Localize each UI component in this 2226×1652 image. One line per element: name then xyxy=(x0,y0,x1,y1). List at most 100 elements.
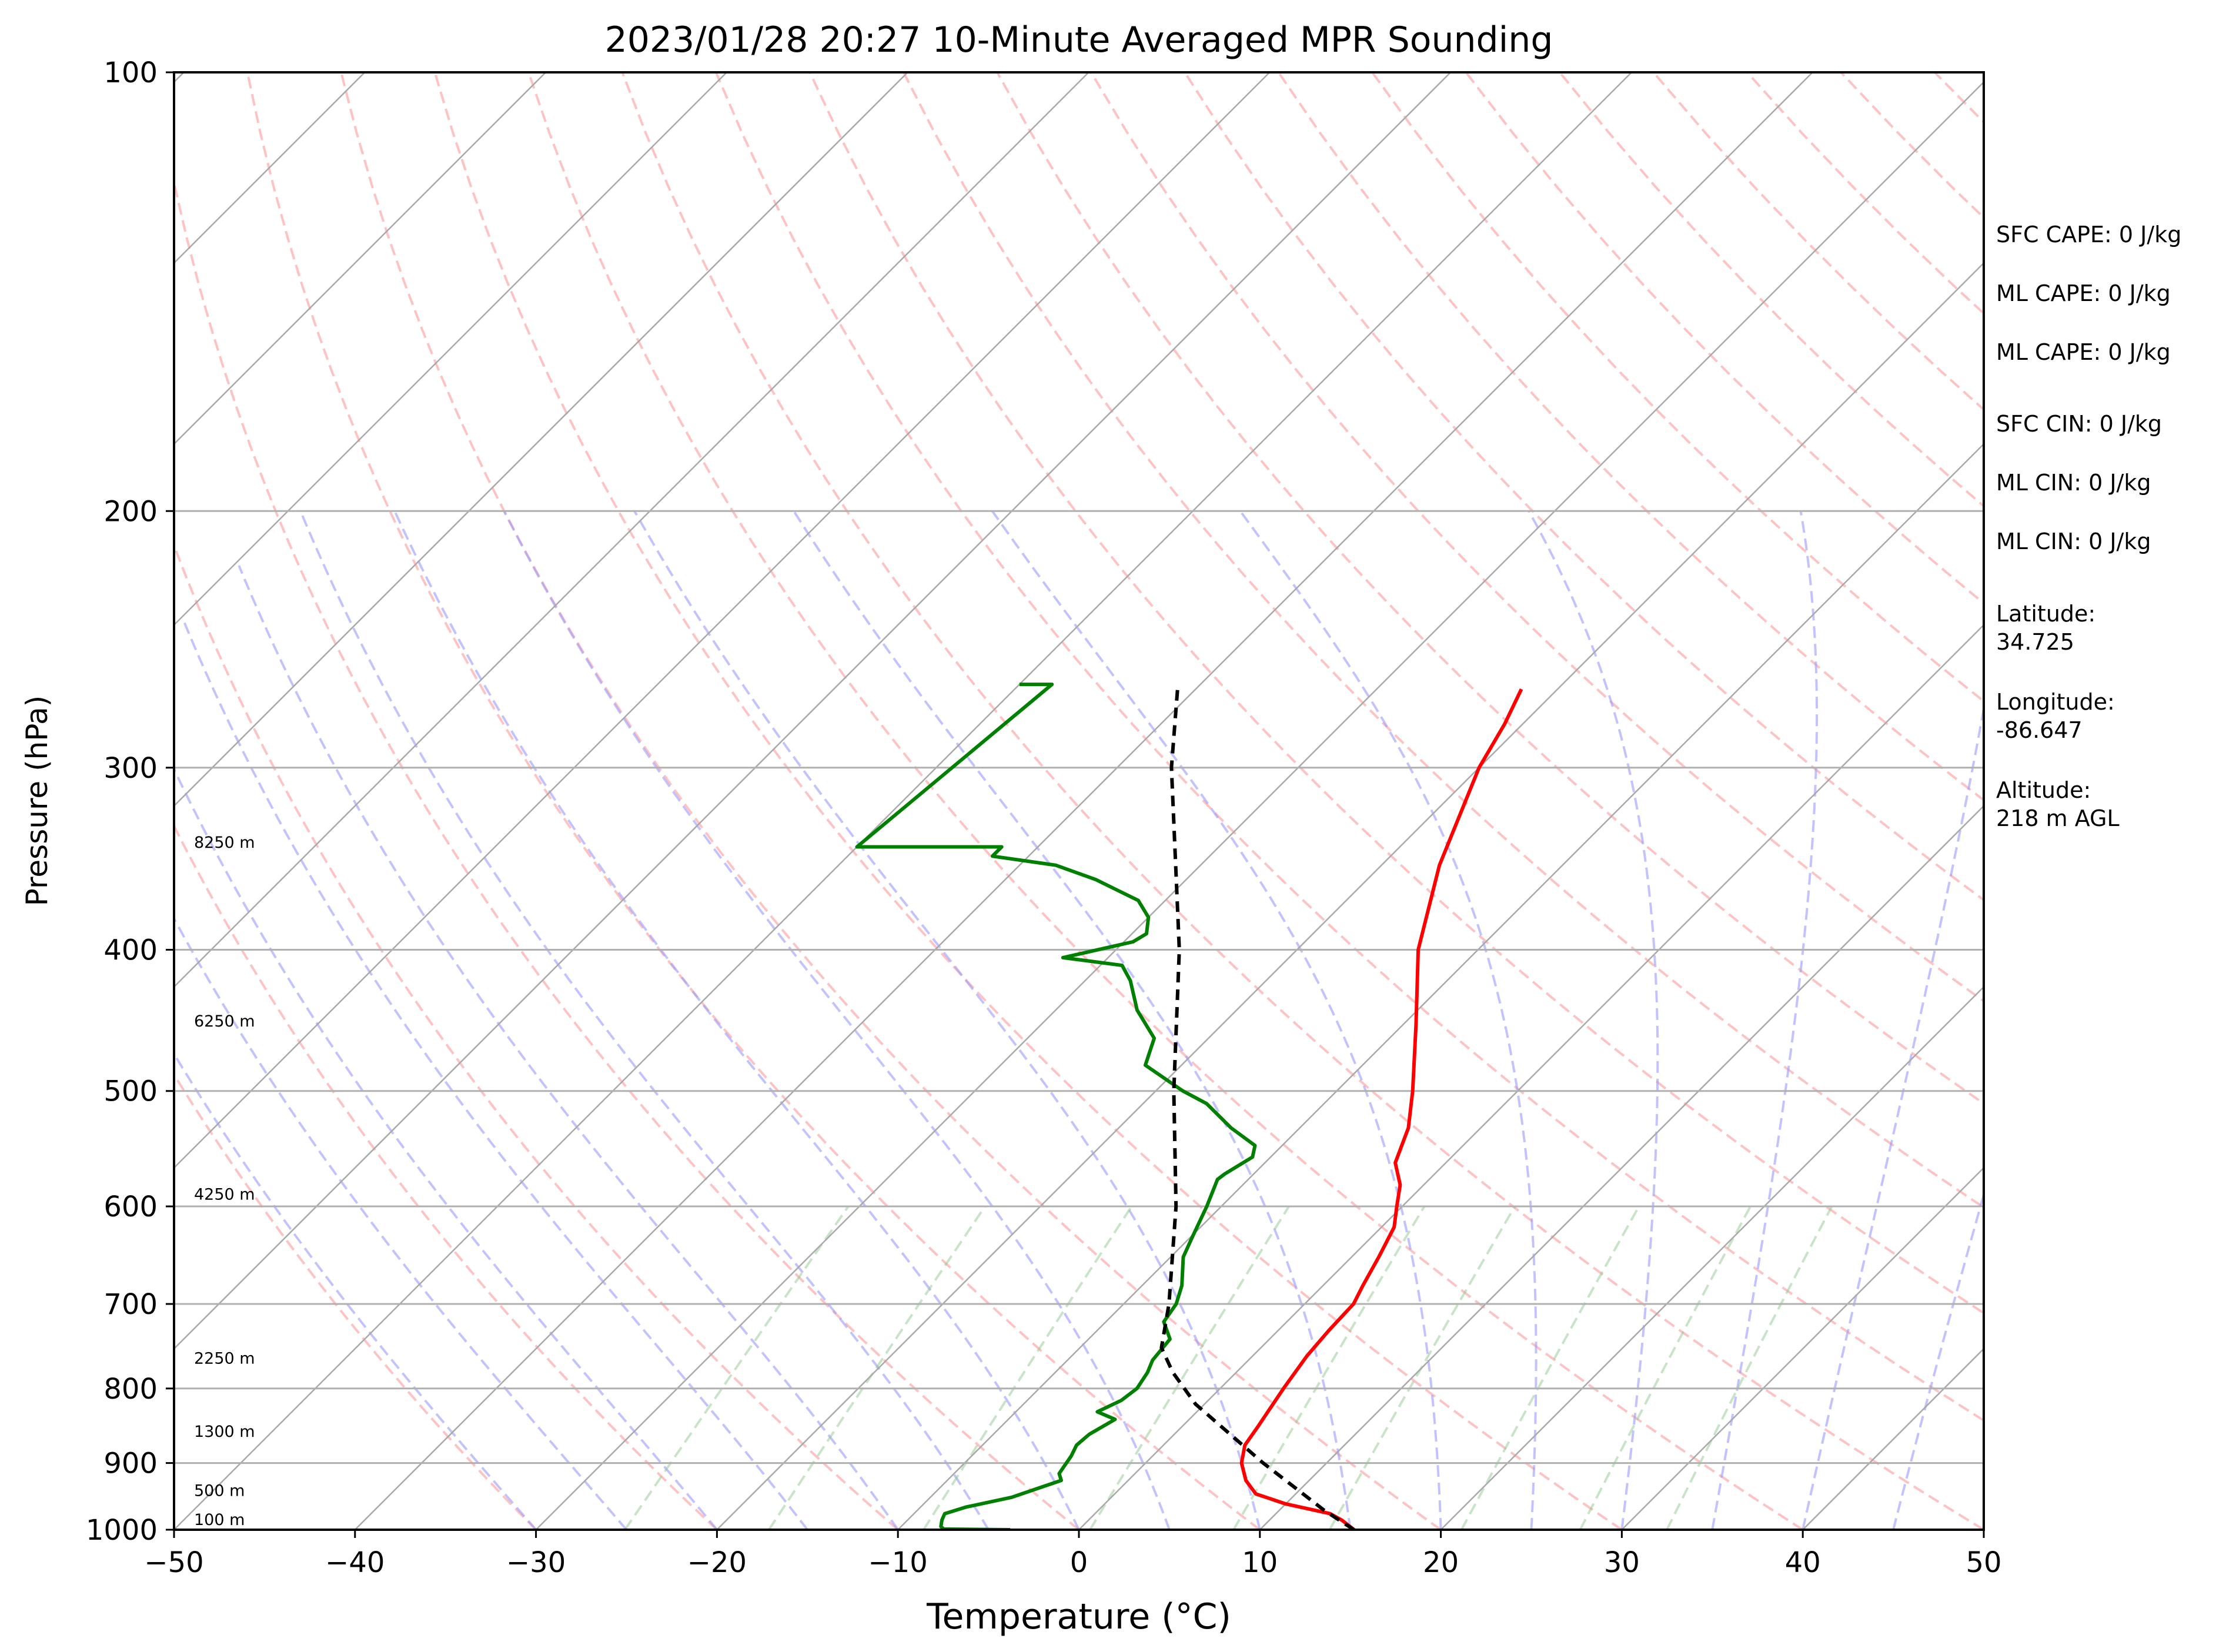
y-axis-ticks: 100 200 300 400 500 600 700 800 900 1000 xyxy=(86,56,174,1547)
x-tick-label: 40 xyxy=(1785,1546,1821,1579)
height-labels: 100 m 500 m 1300 m 2250 m 4250 m 6250 m 8250 m xyxy=(194,834,255,1529)
isotherm xyxy=(0,72,3,1530)
x-tick-label: −10 xyxy=(868,1546,928,1579)
height-label: 6250 m xyxy=(194,1012,255,1031)
x-tick-label: −30 xyxy=(506,1546,566,1579)
dry-adiabat xyxy=(808,72,1984,1315)
dry-adiabat xyxy=(527,72,1804,1530)
dry-adiabat xyxy=(902,72,1984,1209)
isotherm xyxy=(174,72,1452,1350)
annotation-text: ML CAPE: 0 J/kg xyxy=(1996,280,2171,306)
y-tick-label: 700 xyxy=(103,1288,158,1321)
series-layer xyxy=(855,683,1523,1530)
y-tick-label: 900 xyxy=(103,1447,158,1480)
annotation-text: ML CIN: 0 J/kg xyxy=(1996,470,2151,496)
x-tick-label: 0 xyxy=(1070,1546,1088,1579)
isotherm xyxy=(354,72,1813,1530)
dry-adiabat xyxy=(174,176,1080,1530)
mixing-ratio-line xyxy=(1232,1205,1426,1530)
y-axis-label: Pressure (hPa) xyxy=(20,695,54,907)
height-label: 100 m xyxy=(194,1511,245,1529)
dry-adiabat xyxy=(1277,72,1984,802)
x-tick-label: 50 xyxy=(1966,1546,2001,1579)
height-label: 8250 m xyxy=(194,834,255,852)
height-label: 4250 m xyxy=(194,1185,255,1203)
dry-adiabat xyxy=(174,542,899,1530)
isotherm xyxy=(1259,805,1984,1530)
moist-adiabat xyxy=(1983,1525,1984,1530)
isotherm xyxy=(174,72,1089,988)
isotherm xyxy=(716,262,1984,1530)
dry-adiabat xyxy=(246,72,1261,1530)
mixing-ratio-line xyxy=(1579,1206,1752,1530)
isotherm xyxy=(174,72,547,445)
x-tick-label: 20 xyxy=(1423,1546,1459,1579)
annotation-text: Latitude: 34.725 xyxy=(1996,601,2096,655)
isotherm xyxy=(174,72,1271,1169)
moist-adiabat xyxy=(633,510,1261,1530)
y-tick-label: 600 xyxy=(103,1190,158,1223)
moist-adiabat xyxy=(793,510,1352,1530)
annotation-text: Longitude: -86.647 xyxy=(1996,689,2115,743)
x-tick-label: −40 xyxy=(325,1546,385,1579)
y-tick-label: 400 xyxy=(103,934,158,967)
plot-frame xyxy=(173,71,1985,1531)
dry-adiabat xyxy=(1371,72,1984,703)
isotherm xyxy=(1078,624,1984,1530)
annotation-text: ML CIN: 0 J/kg xyxy=(1996,529,2151,554)
height-label: 1300 m xyxy=(194,1423,255,1441)
moist-adiabat xyxy=(1801,702,1984,1530)
y-tick-label: 800 xyxy=(103,1373,158,1406)
moist-adiabat xyxy=(1892,1190,1984,1530)
moist-adiabat xyxy=(299,510,990,1530)
y-tick-label: 300 xyxy=(103,752,158,785)
chart-title: 2023/01/28 20:27 10-Minute Averaged MPR … xyxy=(605,19,1553,61)
isotherm xyxy=(2165,72,2226,1530)
moist-adiabat xyxy=(174,766,718,1530)
x-tick-label: −50 xyxy=(144,1546,203,1579)
temperature-line xyxy=(1239,688,1523,1530)
y-tick-label: 200 xyxy=(103,495,158,528)
isotherm xyxy=(535,81,1984,1530)
mixing-ratio-line xyxy=(624,1205,850,1530)
dry-adiabat xyxy=(621,72,1984,1530)
x-tick-label: 10 xyxy=(1242,1546,1278,1579)
moist-adiabat xyxy=(991,510,1442,1530)
x-tick-label: −20 xyxy=(687,1546,747,1579)
isotherm xyxy=(174,72,727,626)
annotation-text: Altitude: 218 m AGL xyxy=(1996,777,2120,831)
x-axis-label: Temperature (°C) xyxy=(926,1596,1231,1637)
annotation-text: SFC CAPE: 0 J/kg xyxy=(1996,222,2182,248)
y-tick-label: 1000 xyxy=(86,1514,158,1547)
mixing-ratio-line xyxy=(1460,1206,1640,1530)
mixing-ratio-line xyxy=(768,1205,987,1530)
moist-adiabat xyxy=(174,1051,537,1530)
height-label: 2250 m xyxy=(194,1350,255,1368)
isotherm xyxy=(174,72,1632,1530)
annotation-text: ML CAPE: 0 J/kg xyxy=(1996,339,2171,365)
moist-adiabat xyxy=(174,916,628,1530)
dry-adiabat xyxy=(174,823,718,1530)
dry-adiabat xyxy=(433,72,1623,1530)
dry-adiabat xyxy=(1184,72,1984,902)
isotherm xyxy=(174,72,366,265)
y-tick-label: 100 xyxy=(103,56,158,89)
isotherm xyxy=(1440,985,1984,1530)
moist-adiabat xyxy=(182,620,808,1530)
moist-adiabat xyxy=(238,565,899,1530)
dry-adiabat xyxy=(174,1072,537,1530)
isotherm xyxy=(897,443,1984,1530)
background-lines xyxy=(0,72,2226,1530)
isotherm xyxy=(1621,1166,1984,1530)
dewpoint-line xyxy=(855,683,1257,1530)
dry-adiabat xyxy=(714,72,1984,1422)
mixing-ratio-line xyxy=(1666,1206,1833,1530)
mixing-ratio-line xyxy=(1089,1205,1290,1530)
y-tick-label: 500 xyxy=(103,1075,158,1108)
x-tick-label: 30 xyxy=(1604,1546,1640,1579)
x-axis-ticks: −50 −40 −30 −20 −10 0 10 20 30 40 50 xyxy=(144,1530,2002,1579)
parcel-line xyxy=(1159,688,1355,1530)
moist-adiabat xyxy=(503,510,1171,1530)
height-label: 500 m xyxy=(194,1482,245,1500)
